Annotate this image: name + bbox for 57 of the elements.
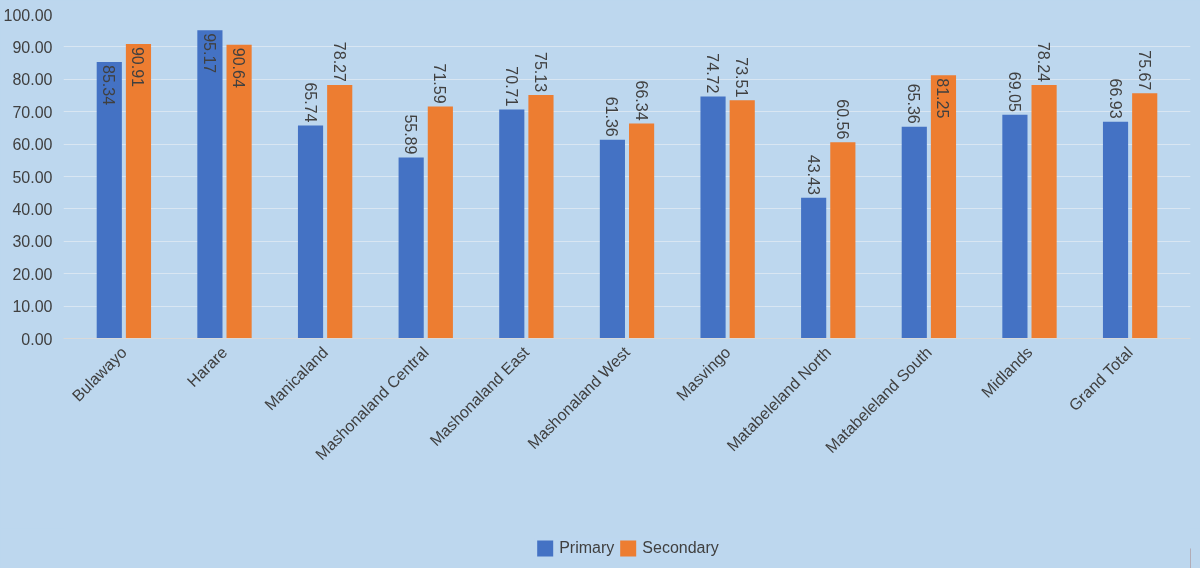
bar <box>427 106 453 339</box>
y-tick-label: 60.00 <box>12 136 53 154</box>
data-label: 78.27 <box>330 41 348 83</box>
data-label: 75.67 <box>1135 50 1153 91</box>
bar <box>830 142 856 339</box>
y-tick-label: 30.00 <box>12 233 53 251</box>
bar <box>96 62 122 339</box>
y-tick-label: 0.00 <box>21 330 53 348</box>
bar <box>700 96 726 339</box>
bar <box>226 44 252 339</box>
data-label: 85.34 <box>100 65 118 106</box>
data-label: 90.91 <box>129 46 147 88</box>
data-label: 61.36 <box>603 96 621 137</box>
data-label: 66.93 <box>1106 78 1124 119</box>
bar <box>1132 93 1158 339</box>
y-tick-label: 80.00 <box>12 71 53 89</box>
data-label: 95.17 <box>200 33 218 74</box>
data-label: 43.43 <box>804 154 822 195</box>
data-label: 65.74 <box>301 82 319 123</box>
bar <box>930 75 957 339</box>
data-label: 55.89 <box>402 114 420 155</box>
data-label: 70.71 <box>502 66 520 107</box>
bar <box>801 197 827 339</box>
data-label: 73.51 <box>733 57 751 98</box>
bar <box>125 43 152 339</box>
data-label: 90.64 <box>230 47 248 88</box>
y-tick-label: 40.00 <box>12 200 53 218</box>
bar <box>901 126 927 339</box>
y-tick-label: 10.00 <box>12 298 53 316</box>
y-tick-label: 100.00 <box>3 6 53 24</box>
data-label: 81.25 <box>934 78 952 119</box>
data-label: 78.24 <box>1035 41 1053 83</box>
data-label: 74.72 <box>704 53 722 94</box>
legend-label: Secondary <box>642 539 719 557</box>
bar <box>197 30 223 339</box>
y-tick-label: 20.00 <box>12 265 53 283</box>
data-label: 60.56 <box>833 99 851 140</box>
legend-label: Primary <box>559 539 615 557</box>
bar <box>327 84 353 339</box>
y-tick-label: 70.00 <box>12 103 53 121</box>
data-label: 71.59 <box>431 63 449 104</box>
bar <box>1002 114 1028 339</box>
bar <box>629 123 655 339</box>
bar <box>499 109 525 339</box>
y-tick-label: 50.00 <box>12 168 53 186</box>
y-tick-label: 90.00 <box>12 38 53 56</box>
data-label: 65.36 <box>905 83 923 124</box>
data-label: 66.34 <box>632 80 650 121</box>
bar <box>528 95 554 339</box>
bar <box>1102 121 1129 339</box>
bar <box>599 139 625 339</box>
bar <box>729 100 755 339</box>
bar <box>1031 85 1057 339</box>
data-label: 75.13 <box>531 52 549 93</box>
bar <box>297 125 324 339</box>
bar <box>398 157 424 339</box>
data-label: 69.05 <box>1005 71 1023 112</box>
